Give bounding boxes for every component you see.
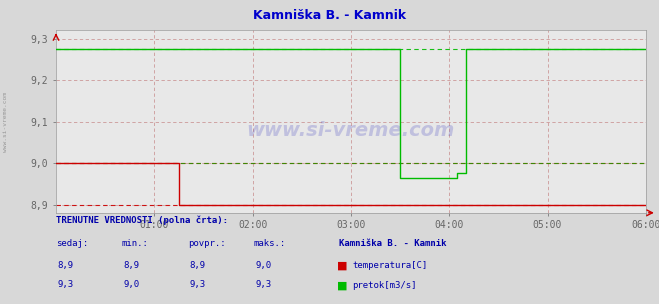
Text: 8,9: 8,9: [124, 261, 140, 270]
Text: povpr.:: povpr.:: [188, 239, 225, 248]
Text: temperatura[C]: temperatura[C]: [353, 261, 428, 270]
Text: ■: ■: [337, 261, 348, 271]
Text: sedaj:: sedaj:: [56, 239, 88, 248]
Text: www.si-vreme.com: www.si-vreme.com: [3, 92, 9, 152]
Text: maks.:: maks.:: [254, 239, 286, 248]
Text: www.si-vreme.com: www.si-vreme.com: [246, 121, 455, 140]
Text: ■: ■: [337, 281, 348, 291]
Text: 9,3: 9,3: [58, 280, 74, 289]
Text: 8,9: 8,9: [58, 261, 74, 270]
Text: Kamniška B. - Kamnik: Kamniška B. - Kamnik: [339, 239, 447, 248]
Text: 9,3: 9,3: [190, 280, 206, 289]
Text: 9,0: 9,0: [256, 261, 272, 270]
Text: min.:: min.:: [122, 239, 149, 248]
Text: Kamniška B. - Kamnik: Kamniška B. - Kamnik: [253, 9, 406, 22]
Text: TRENUTNE VREDNOSTI (polna črta):: TRENUTNE VREDNOSTI (polna črta):: [56, 216, 228, 226]
Text: 9,3: 9,3: [256, 280, 272, 289]
Text: 8,9: 8,9: [190, 261, 206, 270]
Text: 9,0: 9,0: [124, 280, 140, 289]
Text: pretok[m3/s]: pretok[m3/s]: [353, 281, 417, 290]
